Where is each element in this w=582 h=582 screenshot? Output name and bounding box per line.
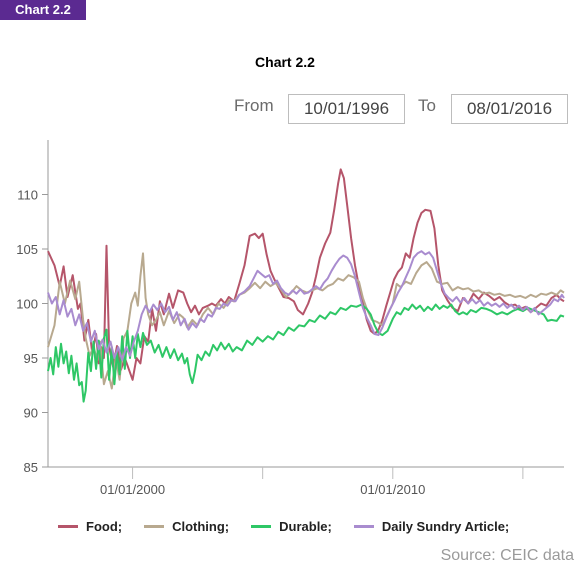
legend-item[interactable]: Clothing; [144,519,229,534]
legend-label: Food; [86,519,123,534]
y-tick-label: 95 [24,351,38,366]
chart-axes: 85 90 95 100 105 110 01/01/2000 01/01/2010 [16,140,564,497]
to-date-input[interactable]: 08/01/2016 [451,94,568,124]
legend-label: Daily Sundry Article; [381,519,510,534]
chart-series-layer [47,168,565,403]
series-line-2 [47,303,565,403]
legend-item[interactable]: Daily Sundry Article; [353,519,510,534]
legend-label: Durable; [279,519,332,534]
to-label: To [418,96,436,115]
y-tick-label: 85 [24,460,38,475]
legend-item[interactable]: Food; [58,519,122,534]
series-line-3 [47,250,565,362]
y-tick-label: 100 [16,297,38,312]
x-tick-label: 01/01/2000 [100,482,165,497]
legend-swatch [58,525,78,528]
y-tick-label: 110 [17,188,38,203]
chart-legend: Food; Clothing; Durable; Daily Sundry Artic… [58,519,531,534]
y-tick-label: 105 [16,242,38,257]
legend-swatch [144,525,165,528]
chart-title: Chart 2.2 [255,54,315,70]
legend-swatch [353,525,374,528]
legend-item[interactable]: Durable; [251,519,332,534]
y-tick-label: 90 [24,406,38,421]
source-note: Source: CEIC data [440,547,574,564]
legend-swatch [251,525,272,528]
x-tick-label: 01/01/2010 [360,482,425,497]
from-date-input[interactable]: 10/01/1996 [288,94,405,124]
chart-badge: Chart 2.2 [0,0,86,20]
legend-label: Clothing; [172,519,230,534]
from-label: From [234,96,274,115]
